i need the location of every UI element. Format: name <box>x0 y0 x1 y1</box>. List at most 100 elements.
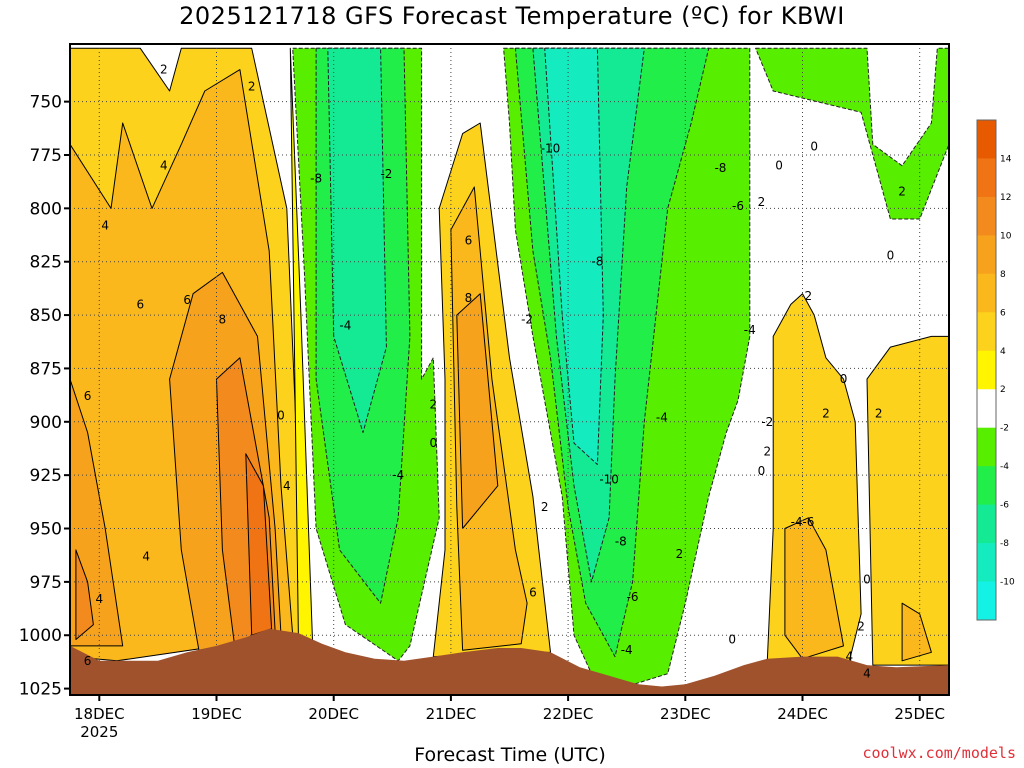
terrain-layer <box>70 628 949 695</box>
contour-label-31: 2 <box>676 547 684 561</box>
colorbar-band-6 <box>977 350 996 390</box>
colorbar-band-2 <box>977 196 996 236</box>
contour-label-45: -4 <box>791 515 803 529</box>
contour-label-44: 2 <box>875 406 883 420</box>
contour-label-22: 2 <box>541 500 549 514</box>
temp-region-6 <box>245 453 273 636</box>
contour-label-19: 2 <box>429 398 437 412</box>
contour-label-15: -2 <box>380 167 392 181</box>
contour-label-33: -6 <box>732 199 744 213</box>
contour-label-11: 4 <box>95 592 103 606</box>
temp-region-17 <box>544 47 604 465</box>
contour-label-16: -4 <box>392 468 404 482</box>
colorbar-band-1 <box>977 158 996 198</box>
temp-region-13 <box>456 293 499 529</box>
x-tick-label-20DEC: 20DEC <box>308 705 359 723</box>
colorbar-band-7 <box>977 389 996 429</box>
x-tick-label-22DEC: 22DEC <box>543 705 594 723</box>
contour-label-41: 2 <box>805 289 813 303</box>
contour-label-42: 0 <box>840 372 848 386</box>
x-tick-label-19DEC: 19DEC <box>191 705 242 723</box>
x-axis-label: Forecast Time (UTC) <box>414 744 606 766</box>
y-tick-label-925: 925 <box>30 466 62 486</box>
x-tick-label-24DEC: 24DEC <box>777 705 828 723</box>
contour-label-5: 6 <box>183 293 191 307</box>
credit-link[interactable]: coolwx.com/models <box>862 744 1016 762</box>
contour-label-48: 2 <box>857 620 865 634</box>
temp-region-20 <box>784 517 844 660</box>
contour-label-24: -10 <box>541 142 561 156</box>
y-tick-label-875: 875 <box>30 359 62 379</box>
colorbar-label-9: -6 <box>1000 501 1009 511</box>
y-tick-label-1000: 1000 <box>19 626 62 646</box>
colorbar-label-3: 8 <box>1000 270 1006 280</box>
colorbar-frame <box>976 119 997 621</box>
colorbar-label-2: 10 <box>1000 231 1012 241</box>
y-tick-label-950: 950 <box>30 520 62 540</box>
terrain-surface <box>70 628 949 695</box>
chart-title: 2025121718 GFS Forecast Temperature (ºC)… <box>179 2 845 30</box>
contour-label-25: -8 <box>591 255 603 269</box>
contour-label-43: 2 <box>822 406 830 420</box>
colorbar-band-0 <box>977 120 996 159</box>
contour-label-37: -4 <box>744 323 756 337</box>
contour-label-7: 6 <box>84 389 92 403</box>
x-tick-sublabel-18DEC: 2025 <box>80 723 118 741</box>
x-tick-label-25DEC: 25DEC <box>894 705 945 723</box>
temp-region-18 <box>755 47 949 220</box>
contour-label-23: 6 <box>529 586 537 600</box>
contour-label-53: 0 <box>887 248 895 262</box>
colorbar-band-3 <box>977 235 996 275</box>
contour-label-0: 2 <box>160 63 168 77</box>
temp-region-10 <box>327 47 387 433</box>
x-tick-label-23DEC: 23DEC <box>660 705 711 723</box>
contour-label-30: -4 <box>621 643 633 657</box>
contour-label-46: -6 <box>802 515 814 529</box>
colorbar-label-11: -10 <box>1000 578 1015 588</box>
contour-label-51: 0 <box>728 633 736 647</box>
contour-label-8: 0 <box>277 408 285 422</box>
y-tick-label-1025: 1025 <box>19 680 62 700</box>
temperature-fill-layer <box>70 47 949 687</box>
contour-label-14: -4 <box>339 319 351 333</box>
colorbar-band-11 <box>977 543 996 583</box>
contour-label-10: 4 <box>142 549 150 563</box>
contour-label-35: 0 <box>775 159 783 173</box>
contour-label-34: 2 <box>758 195 766 209</box>
colorbar-band-10 <box>977 504 996 544</box>
contour-label-3: 4 <box>101 218 109 232</box>
contour-label-52: 2 <box>898 184 906 198</box>
contour-label-2: 4 <box>160 159 168 173</box>
x-tick-label-18DEC: 18DEC <box>74 705 125 723</box>
colorbar-band-8 <box>977 427 996 467</box>
contour-label-17: 6 <box>465 233 473 247</box>
contour-label-50: 4 <box>863 667 871 681</box>
plot-frame <box>69 43 950 696</box>
colorbar-label-8: -4 <box>1000 462 1009 472</box>
contour-label-1: 2 <box>248 80 256 94</box>
contour-label-12: 6 <box>84 654 92 668</box>
colorbar-label-5: 4 <box>1000 347 1006 357</box>
contour-label-18: 8 <box>465 291 473 305</box>
x-tick-label-21DEC: 21DEC <box>426 705 477 723</box>
contour-label-6: 8 <box>219 312 227 326</box>
colorbar-band-4 <box>977 273 996 313</box>
colorbar-label-0: 14 <box>1000 154 1012 164</box>
contour-label-49: 4 <box>846 650 854 664</box>
temp-region-4 <box>75 549 94 640</box>
contour-label-13: -8 <box>310 171 322 185</box>
colorbar-band-12 <box>977 581 996 621</box>
temp-region-22 <box>901 602 932 662</box>
contour-label-39: 2 <box>764 445 772 459</box>
colorbar-label-1: 12 <box>1000 193 1011 203</box>
colorbar-label-7: -2 <box>1000 424 1009 434</box>
contour-label-27: -10 <box>599 472 619 486</box>
y-tick-label-900: 900 <box>30 413 62 433</box>
y-tick-label-825: 825 <box>30 253 62 273</box>
contour-label-4: 6 <box>136 297 144 311</box>
y-tick-label-850: 850 <box>30 306 62 326</box>
